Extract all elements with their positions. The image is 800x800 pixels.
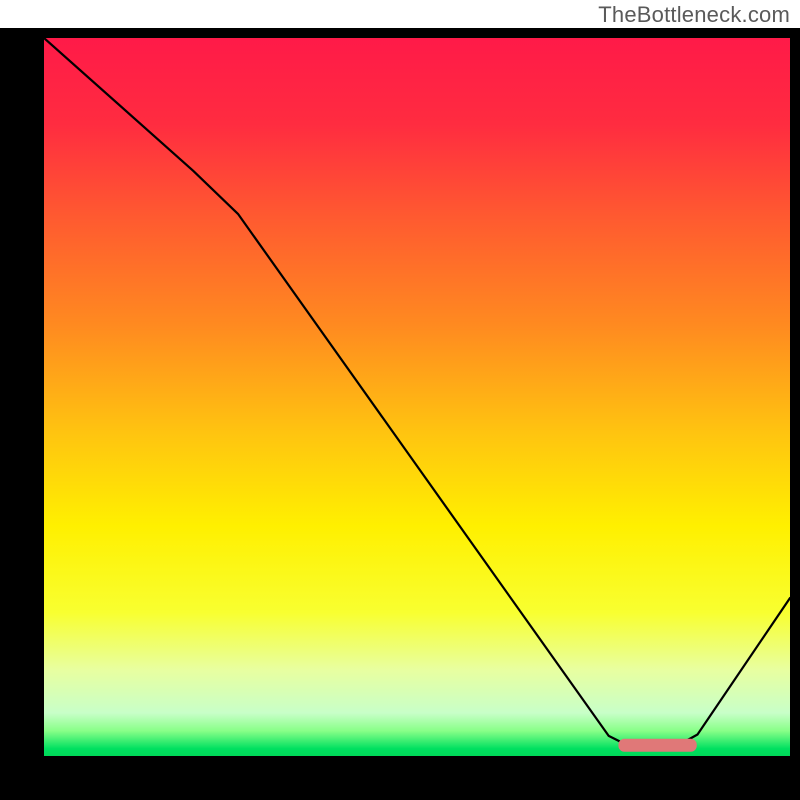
border-top: [0, 28, 800, 38]
plot-outer: [0, 28, 800, 800]
attribution-label: TheBottleneck.com: [598, 2, 790, 28]
plot-area: [44, 38, 790, 756]
border-bottom: [0, 756, 800, 800]
chart-frame: TheBottleneck.com: [0, 0, 800, 800]
chart-svg: [44, 38, 790, 756]
gradient-background: [44, 38, 790, 756]
optimum-marker: [618, 739, 696, 752]
border-left: [0, 28, 44, 800]
border-right: [790, 28, 800, 800]
